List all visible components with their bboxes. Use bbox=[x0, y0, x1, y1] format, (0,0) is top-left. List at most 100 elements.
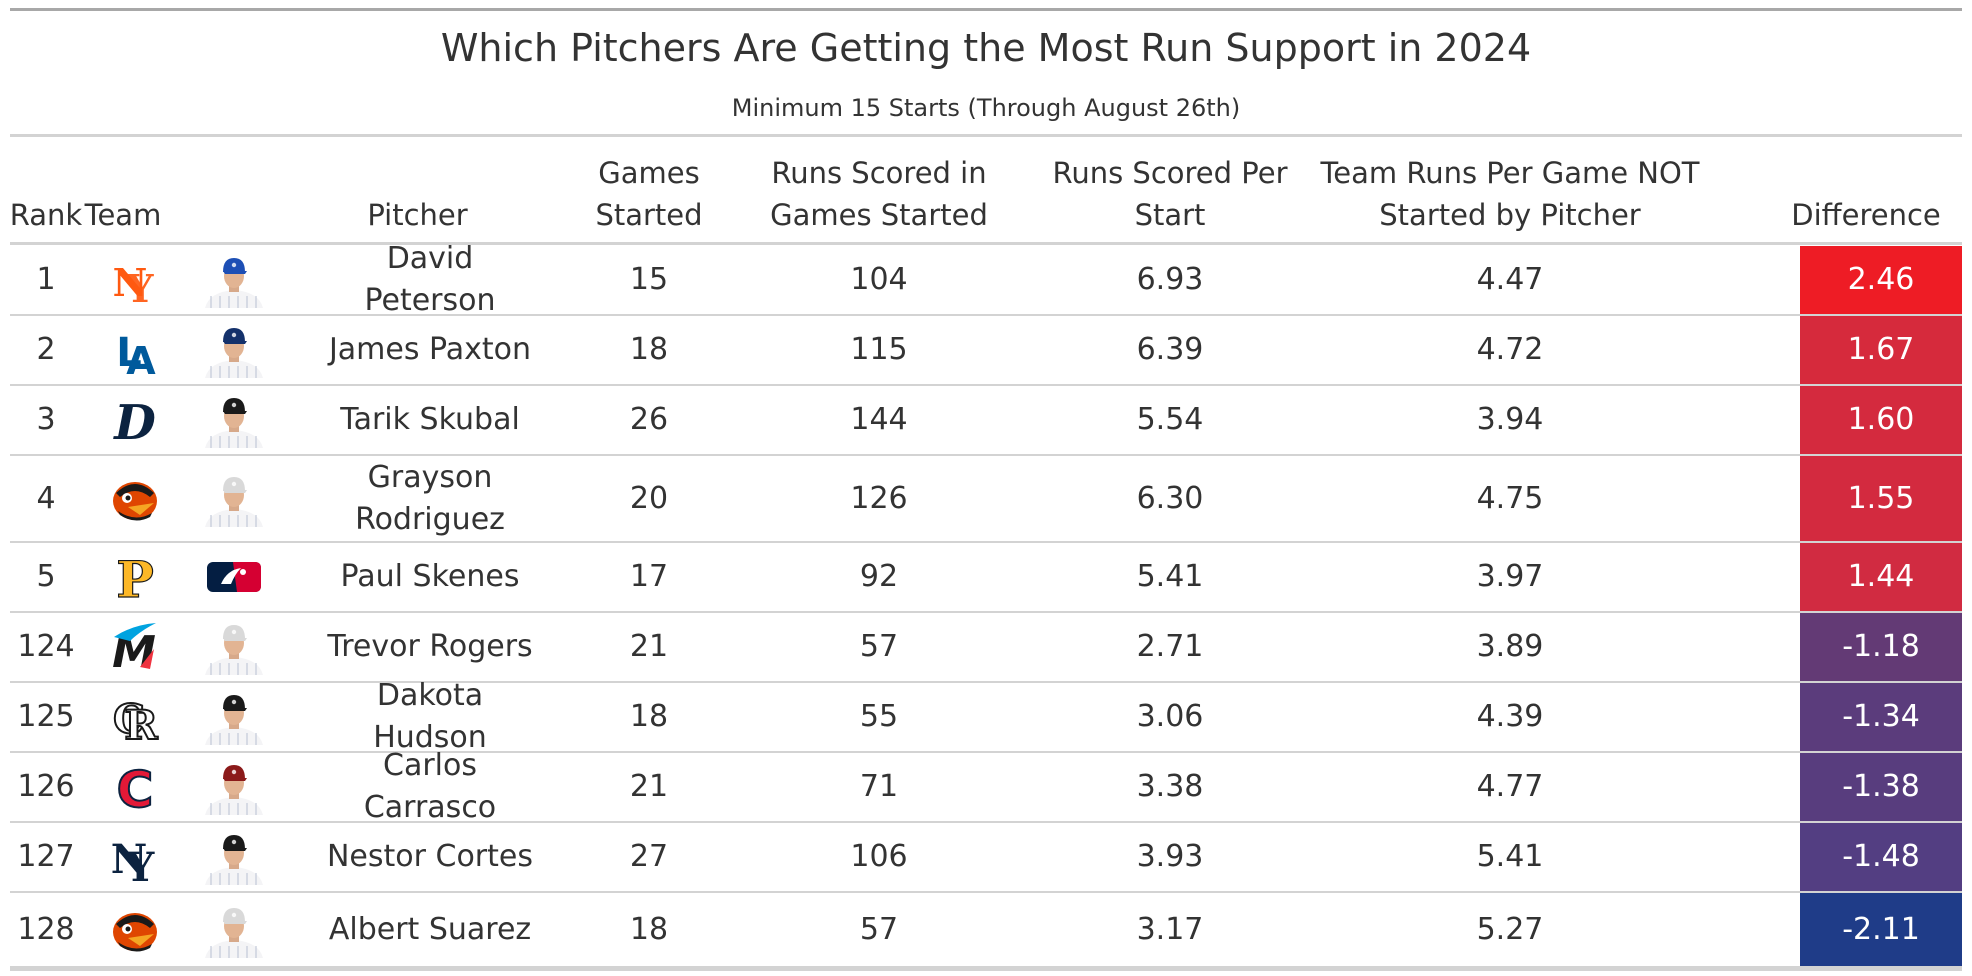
table-row: 124 M Trevor Rogers 21 57 2.71 3.89 -1.18 bbox=[10, 613, 1962, 683]
marlins-logo-icon: M bbox=[82, 613, 188, 681]
page-title: Which Pitchers Are Getting the Most Run … bbox=[440, 26, 1532, 70]
column-header-rank: Rank bbox=[9, 198, 83, 232]
cell-pitcher: Tarik Skubal bbox=[340, 402, 520, 437]
pitcher-headshot-icon bbox=[188, 753, 280, 821]
cell-games-started: 17 bbox=[629, 559, 669, 594]
cell-team-runs-not-started: 5.27 bbox=[1476, 911, 1544, 947]
table-row: 5 P Paul Skenes 17 92 5.41 3.97 1.44 bbox=[10, 543, 1962, 613]
header-bottom-rule bbox=[10, 242, 1962, 245]
cell-runs-per-start: 3.06 bbox=[1136, 699, 1204, 734]
cell-rank: 4 bbox=[36, 480, 56, 516]
cell-pitcher: Dakota Hudson bbox=[373, 678, 487, 755]
svg-text:A: A bbox=[126, 339, 156, 378]
cell-runs-per-start: 5.54 bbox=[1136, 402, 1204, 437]
cell-team-runs-not-started: 4.39 bbox=[1476, 699, 1544, 734]
cell-difference: -1.38 bbox=[1800, 753, 1962, 821]
svg-text:P: P bbox=[116, 550, 154, 605]
table-row: 125 C R Dakota Hudson 18 55 3.06 4.39 -1.34 bbox=[10, 678, 1962, 755]
cell-pitcher: Carlos Carrasco bbox=[363, 748, 497, 825]
pitcher-headshot-icon bbox=[188, 683, 280, 751]
cell-games-started: 26 bbox=[629, 402, 669, 437]
column-header-difference: Difference bbox=[1791, 198, 1941, 232]
pitcher-headshot-icon bbox=[188, 246, 280, 314]
cell-runs-per-start: 6.39 bbox=[1136, 332, 1204, 367]
cell-pitcher: Grayson Rodriguez bbox=[355, 459, 505, 537]
cell-runs-scored: 115 bbox=[850, 332, 908, 367]
orioles-logo-icon bbox=[82, 456, 188, 541]
cell-team-runs-not-started: 5.41 bbox=[1476, 839, 1544, 874]
cell-team-runs-not-started: 4.77 bbox=[1476, 769, 1544, 804]
svg-text:C: C bbox=[113, 696, 145, 743]
cell-difference: -2.11 bbox=[1800, 893, 1962, 966]
cell-runs-per-start: 5.41 bbox=[1136, 559, 1204, 594]
cell-rank: 5 bbox=[36, 559, 56, 594]
cell-rank: 125 bbox=[17, 699, 75, 734]
table-row: 126 C Carlos Carrasco 21 71 3.38 4.77 -1.38 bbox=[10, 748, 1962, 825]
cell-runs-scored: 126 bbox=[850, 480, 908, 516]
table-row: 127 N Y Nestor Cortes 27 106 3.93 5.41 -1.48 bbox=[10, 823, 1962, 893]
cell-difference: 1.67 bbox=[1800, 316, 1962, 384]
cell-rank: 128 bbox=[17, 911, 75, 947]
column-header-pitcher: Pitcher bbox=[367, 198, 468, 232]
table-row: 3 D Tarik Skubal 26 144 5.54 3.94 1.60 bbox=[10, 386, 1962, 456]
cell-difference: 1.55 bbox=[1800, 456, 1962, 541]
cell-difference: -1.48 bbox=[1800, 823, 1962, 891]
top-rule bbox=[10, 8, 1962, 11]
cell-rank: 1 bbox=[36, 262, 56, 297]
cell-games-started: 18 bbox=[629, 332, 669, 367]
cell-games-started: 18 bbox=[629, 699, 669, 734]
cell-pitcher: James Paxton bbox=[328, 332, 532, 367]
cell-difference: -1.18 bbox=[1800, 613, 1962, 681]
cell-games-started: 21 bbox=[629, 769, 669, 804]
column-header-runs-scored: Runs Scored in Games Started bbox=[770, 156, 988, 232]
tigers-logo-icon: D bbox=[82, 386, 188, 454]
cell-games-started: 20 bbox=[629, 480, 669, 516]
pitcher-headshot-icon bbox=[188, 386, 280, 454]
pitcher-headshot-icon bbox=[188, 823, 280, 891]
cell-team-runs-not-started: 4.72 bbox=[1476, 332, 1544, 367]
cell-team-runs-not-started: 3.89 bbox=[1476, 629, 1544, 664]
guardians-logo-icon: C bbox=[82, 753, 188, 821]
pitcher-headshot-icon bbox=[188, 316, 280, 384]
cell-rank: 124 bbox=[17, 629, 75, 664]
cell-runs-scored: 55 bbox=[859, 699, 899, 734]
cell-difference: 2.46 bbox=[1800, 246, 1962, 314]
cell-team-runs-not-started: 3.97 bbox=[1476, 559, 1544, 594]
cell-pitcher: Paul Skenes bbox=[340, 559, 520, 594]
svg-text:N: N bbox=[113, 260, 148, 305]
cell-games-started: 27 bbox=[629, 839, 669, 874]
cell-difference: 1.44 bbox=[1800, 543, 1962, 611]
orioles-logo-icon bbox=[82, 893, 188, 966]
svg-text:C: C bbox=[117, 761, 154, 815]
svg-text:R: R bbox=[124, 702, 158, 745]
cell-runs-per-start: 3.93 bbox=[1136, 839, 1204, 874]
cell-runs-per-start: 3.38 bbox=[1136, 769, 1204, 804]
cell-runs-per-start: 3.17 bbox=[1136, 911, 1204, 947]
svg-text:Y: Y bbox=[125, 844, 155, 885]
cell-runs-per-start: 6.30 bbox=[1136, 480, 1204, 516]
cell-runs-scored: 144 bbox=[850, 402, 908, 437]
cell-pitcher: Albert Suarez bbox=[328, 911, 532, 947]
cell-rank: 2 bbox=[36, 332, 56, 367]
table-bottom-rule bbox=[10, 968, 1962, 971]
mlb-logo-icon bbox=[188, 543, 280, 611]
cell-difference: 1.60 bbox=[1800, 386, 1962, 454]
pitcher-headshot-icon bbox=[188, 456, 280, 541]
pitcher-headshot-icon bbox=[188, 613, 280, 681]
column-header-runs-per-start: Runs Scored Per Start bbox=[1052, 156, 1288, 232]
cell-games-started: 15 bbox=[629, 262, 669, 297]
svg-text:N: N bbox=[111, 836, 148, 883]
cell-team-runs-not-started: 4.47 bbox=[1476, 262, 1544, 297]
cell-runs-scored: 106 bbox=[850, 839, 908, 874]
column-header-team: Team bbox=[84, 198, 162, 232]
cell-games-started: 18 bbox=[629, 911, 669, 947]
cell-runs-per-start: 2.71 bbox=[1136, 629, 1204, 664]
cell-pitcher: Nestor Cortes bbox=[326, 839, 533, 874]
table-row: 4 Grayson Rodriguez 20 126 6.30 4.75 1.55 bbox=[10, 456, 1962, 543]
cell-pitcher: Trevor Rogers bbox=[327, 629, 533, 664]
table-row: 128 Albert Suarez 18 57 3.17 5.27 -2.11 bbox=[10, 893, 1962, 968]
